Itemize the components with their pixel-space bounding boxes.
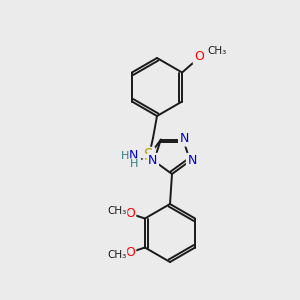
Text: CH₃: CH₃ xyxy=(107,206,127,215)
Text: N: N xyxy=(188,154,197,167)
Text: CH₃: CH₃ xyxy=(207,46,226,56)
Text: H: H xyxy=(121,151,129,161)
Text: CH₃: CH₃ xyxy=(107,250,127,260)
Text: S: S xyxy=(144,148,154,164)
Text: O: O xyxy=(194,50,204,63)
Text: O: O xyxy=(125,207,135,220)
Text: O: O xyxy=(125,246,135,259)
Text: N: N xyxy=(148,154,158,167)
Text: H: H xyxy=(130,159,138,169)
Text: N: N xyxy=(129,149,139,162)
Text: N: N xyxy=(179,132,189,145)
